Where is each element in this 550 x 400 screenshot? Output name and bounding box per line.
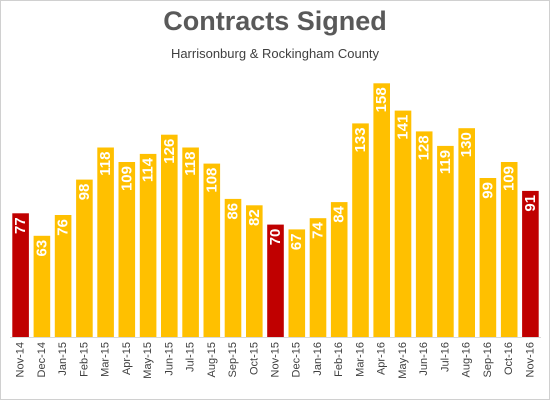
value-label-jul-16: 119 xyxy=(437,150,454,174)
bar-jul-16 xyxy=(437,145,454,337)
value-label-aug-16: 130 xyxy=(458,132,475,157)
value-label-dec-14: 63 xyxy=(33,240,50,257)
value-label-feb-15: 98 xyxy=(76,184,93,201)
bar-nov-15 xyxy=(267,224,284,337)
value-label-jun-16: 128 xyxy=(416,135,433,160)
x-tick-label-may-15: May-15 xyxy=(142,342,154,379)
x-tick-label-nov-16: Nov-16 xyxy=(524,342,536,377)
x-tick-label-feb-16: Feb-16 xyxy=(333,342,345,377)
bar-feb-16 xyxy=(330,202,348,337)
value-label-nov-16: 91 xyxy=(522,195,539,212)
value-label-may-15: 114 xyxy=(140,157,157,182)
x-tick-labels-group: Nov-14 Dec-14 Jan-15 Feb-15 Mar-15 Apr-15 May-… xyxy=(15,342,537,379)
x-tick-label-may-16: May-16 xyxy=(397,342,409,379)
value-label-mar-16: 133 xyxy=(352,127,369,152)
bar-mar-16 xyxy=(352,123,369,338)
value-label-jun-15: 126 xyxy=(161,139,178,164)
x-tick-label-jun-16: Jun-16 xyxy=(418,342,430,376)
x-tick-label-oct-16: Oct-16 xyxy=(503,342,515,375)
value-label-oct-16: 109 xyxy=(501,166,518,191)
x-tick-label-dec-15: Dec-15 xyxy=(291,342,303,377)
bar-dec-14 xyxy=(33,235,51,337)
value-label-nov-14: 77 xyxy=(12,217,29,234)
x-tick-label-aug-16: Aug-16 xyxy=(461,342,473,377)
value-label-sep-16: 99 xyxy=(479,182,496,199)
value-label-sep-15: 86 xyxy=(225,203,242,220)
x-tick-label-nov-15: Nov-15 xyxy=(270,342,282,377)
x-tick-label-jan-16: Jan-16 xyxy=(312,342,324,376)
value-label-jul-15: 118 xyxy=(182,152,199,176)
x-tick-label-jun-15: Jun-15 xyxy=(163,342,175,376)
bar-oct-15 xyxy=(246,205,263,337)
x-tick-label-sep-15: Sep-15 xyxy=(227,342,239,377)
value-label-jan-15: 76 xyxy=(55,219,72,236)
bar-feb-15 xyxy=(76,179,93,337)
value-label-apr-16: 158 xyxy=(373,87,390,112)
x-tick-label-jul-15: Jul-15 xyxy=(185,342,197,372)
bar-jun-16 xyxy=(415,131,433,337)
x-tick-label-dec-14: Dec-14 xyxy=(36,342,48,377)
bar-apr-15 xyxy=(118,162,136,337)
bar-may-16 xyxy=(394,110,412,337)
x-tick-label-aug-15: Aug-15 xyxy=(206,342,218,377)
x-tick-label-feb-15: Feb-15 xyxy=(78,342,90,377)
bar-apr-16 xyxy=(373,83,390,337)
value-label-nov-15: 70 xyxy=(267,229,284,246)
bar-sep-15 xyxy=(224,198,242,337)
chart-subtitle: Harrisonburg & Rockingham County xyxy=(170,46,380,61)
bar-may-15 xyxy=(139,153,157,337)
chart-title: Contracts Signed xyxy=(163,6,387,36)
value-label-jan-16: 74 xyxy=(310,222,327,239)
bars-group xyxy=(10,83,541,338)
bar-sep-16 xyxy=(479,178,497,337)
value-label-apr-15: 109 xyxy=(118,166,135,191)
value-label-oct-15: 82 xyxy=(246,209,263,226)
x-tick-label-jan-15: Jan-15 xyxy=(57,342,69,376)
bar-dec-15 xyxy=(288,229,306,337)
value-label-feb-16: 84 xyxy=(331,205,348,222)
x-tick-label-apr-16: Apr-16 xyxy=(376,342,388,375)
x-tick-label-mar-15: Mar-15 xyxy=(100,342,112,377)
x-tick-label-jul-16: Jul-16 xyxy=(439,342,451,372)
x-tick-label-apr-15: Apr-15 xyxy=(121,342,133,375)
bar-jan-15 xyxy=(54,215,72,337)
bar-oct-16 xyxy=(500,162,518,337)
x-tick-label-mar-16: Mar-16 xyxy=(355,342,367,377)
bar-jul-15 xyxy=(182,147,199,337)
bar-mar-15 xyxy=(97,147,114,337)
bar-jun-15 xyxy=(161,134,178,337)
value-label-mar-15: 118 xyxy=(97,152,114,176)
x-tick-label-sep-16: Sep-16 xyxy=(482,342,494,377)
bar-aug-16 xyxy=(458,128,475,337)
bar-nov-14 xyxy=(12,213,29,337)
bar-aug-15 xyxy=(203,163,221,337)
value-label-aug-15: 108 xyxy=(203,168,220,193)
x-tick-label-nov-14: Nov-14 xyxy=(15,342,27,377)
value-label-may-16: 141 xyxy=(394,115,411,140)
value-label-dec-15: 67 xyxy=(288,233,305,250)
bar-nov-16 xyxy=(522,190,539,337)
bar-jan-16 xyxy=(309,218,327,337)
x-tick-label-oct-15: Oct-15 xyxy=(248,342,260,375)
